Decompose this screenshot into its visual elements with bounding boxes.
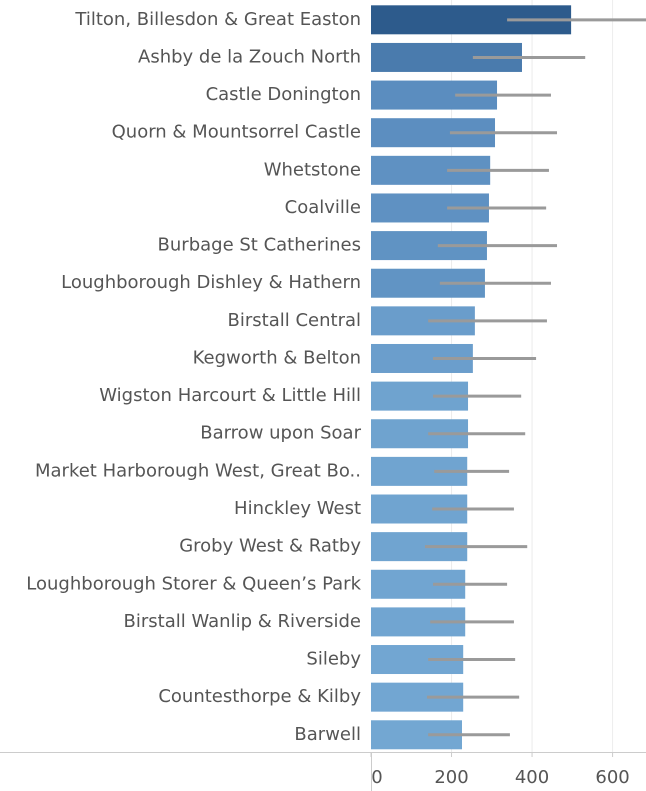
category-label: Burbage St Catherines	[158, 235, 361, 256]
category-label: Birstall Wanlip & Riverside	[124, 611, 361, 632]
category-label: Loughborough Dishley & Hathern	[61, 272, 361, 293]
x-tick-label: 400	[515, 767, 549, 788]
category-label: Market Harborough West, Great Bo..	[35, 460, 361, 481]
category-label: Groby West & Ratby	[179, 536, 361, 557]
category-label: Coalville	[285, 197, 361, 218]
x-tick-label: 0	[371, 767, 382, 788]
grid	[451, 0, 614, 752]
category-label: Birstall Central	[228, 310, 361, 331]
category-label: Barwell	[294, 724, 361, 745]
category-label: Whetstone	[264, 159, 361, 180]
category-label: Countesthorpe & Kilby	[158, 686, 361, 707]
x-tick-label: 600	[595, 767, 629, 788]
category-label: Hinckley West	[234, 498, 361, 519]
category-label: Barrow upon Soar	[200, 423, 361, 444]
category-label: Castle Donington	[206, 84, 361, 105]
category-label: Sileby	[306, 649, 361, 670]
category-label: Ashby de la Zouch North	[138, 46, 361, 67]
category-label: Wigston Harcourt & Little Hill	[99, 385, 361, 406]
category-label: Quorn & Mountsorrel Castle	[112, 122, 361, 143]
category-label: Loughborough Storer & Queen’s Park	[26, 573, 361, 594]
category-label: Kegworth & Belton	[193, 347, 361, 368]
category-label: Tilton, Billesdon & Great Easton	[74, 9, 361, 30]
x-tick-label: 200	[434, 767, 468, 788]
plot-area	[371, 5, 646, 750]
